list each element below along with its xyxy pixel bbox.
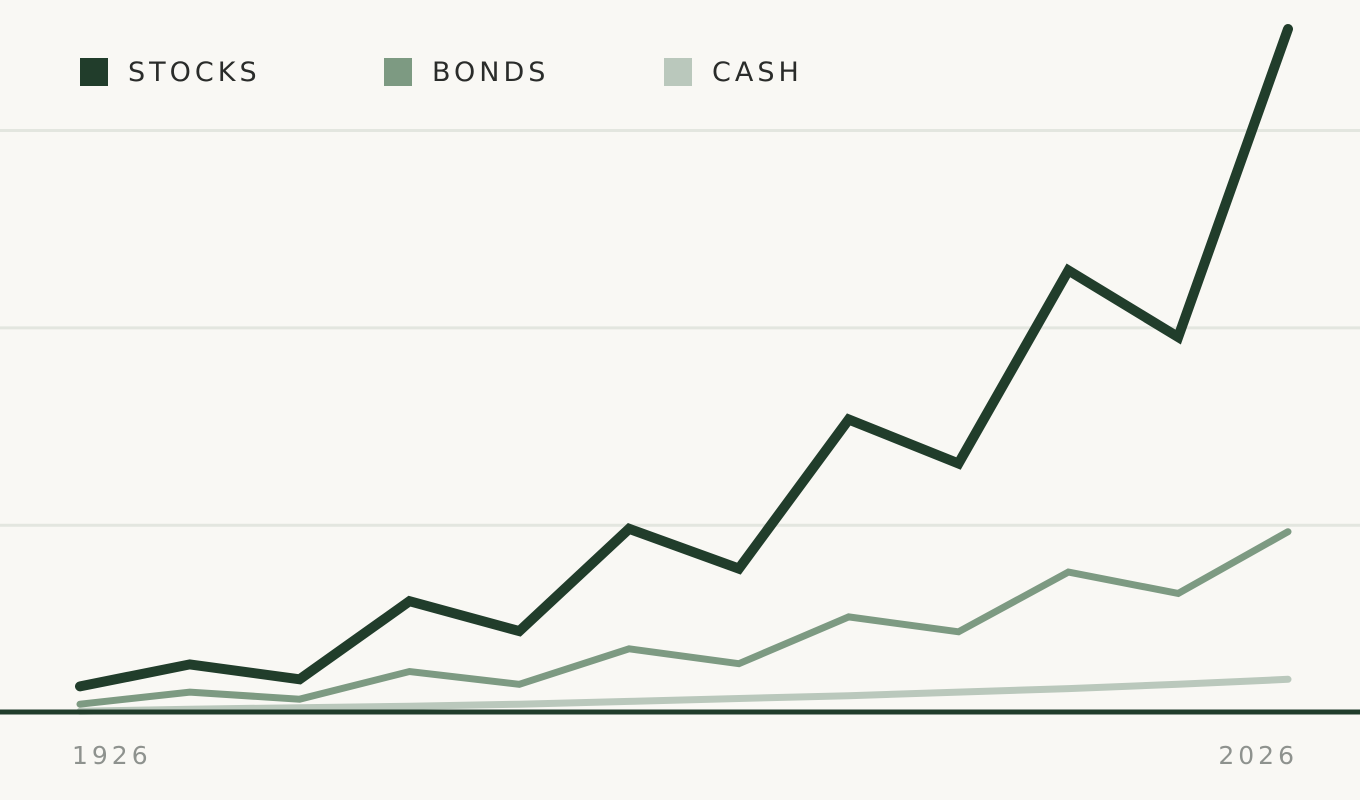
series-line-bonds (76, 528, 1292, 708)
legend-label-bonds: BONDS (432, 56, 550, 88)
legend: STOCKS BONDS CASH (80, 58, 803, 86)
legend-swatch-bonds (384, 58, 412, 86)
legend-label-cash: CASH (712, 56, 803, 88)
legend-item-stocks: STOCKS (80, 58, 384, 86)
legend-item-cash: CASH (664, 58, 803, 86)
series-lines (75, 24, 1293, 715)
series-line-stocks (75, 24, 1293, 692)
x-tick-label-start: 1926 (72, 741, 152, 770)
gridlines (0, 129, 1360, 527)
series-line-cash (76, 675, 1292, 715)
legend-label-stocks: STOCKS (128, 56, 261, 88)
legend-item-bonds: BONDS (384, 58, 664, 86)
legend-swatch-cash (664, 58, 692, 86)
x-tick-label-end: 2026 (1218, 741, 1298, 770)
legend-swatch-stocks (80, 58, 108, 86)
